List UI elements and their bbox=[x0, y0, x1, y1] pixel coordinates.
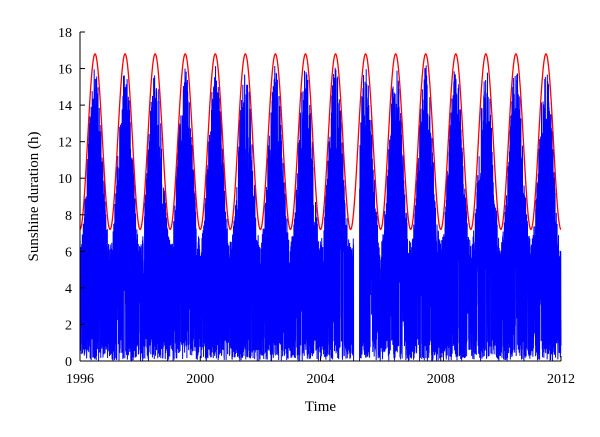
series-theoretical-max bbox=[79, 53, 562, 231]
x-tick-label: 2008 bbox=[427, 372, 455, 387]
x-tick-label: 2012 bbox=[547, 372, 575, 387]
y-tick-label: 12 bbox=[58, 136, 72, 151]
observed-sunshine-line bbox=[79, 65, 562, 362]
y-tick-label: 10 bbox=[58, 172, 72, 187]
series-observed-daily-sunshine bbox=[79, 65, 562, 362]
y-axis-ticks: 0 2 4 6 8 10 12 14 16 18 bbox=[58, 26, 85, 370]
y-tick-label: 0 bbox=[65, 355, 72, 370]
y-tick-label: 4 bbox=[65, 282, 72, 297]
y-axis-title: Sunshine duration (h) bbox=[26, 132, 42, 262]
x-tick-label: 1996 bbox=[66, 372, 94, 387]
y-tick-label: 18 bbox=[58, 26, 72, 41]
theoretical-max-line bbox=[79, 53, 562, 231]
y-tick-label: 2 bbox=[65, 318, 72, 333]
y-tick-label: 6 bbox=[65, 245, 72, 260]
plot-area bbox=[79, 53, 562, 362]
axes: 1996 2000 2004 2008 2012 0 2 4 6 8 10 12 14 16 18 bbox=[58, 26, 575, 387]
y-tick-label: 8 bbox=[65, 209, 72, 224]
x-tick-label: 2000 bbox=[186, 372, 214, 387]
y-tick-label: 14 bbox=[58, 99, 72, 114]
x-tick-label: 2004 bbox=[307, 372, 335, 387]
x-axis-title: Time bbox=[305, 399, 336, 415]
y-tick-label: 16 bbox=[58, 63, 72, 78]
x-axis-ticks: 1996 2000 2004 2008 2012 bbox=[66, 356, 575, 387]
